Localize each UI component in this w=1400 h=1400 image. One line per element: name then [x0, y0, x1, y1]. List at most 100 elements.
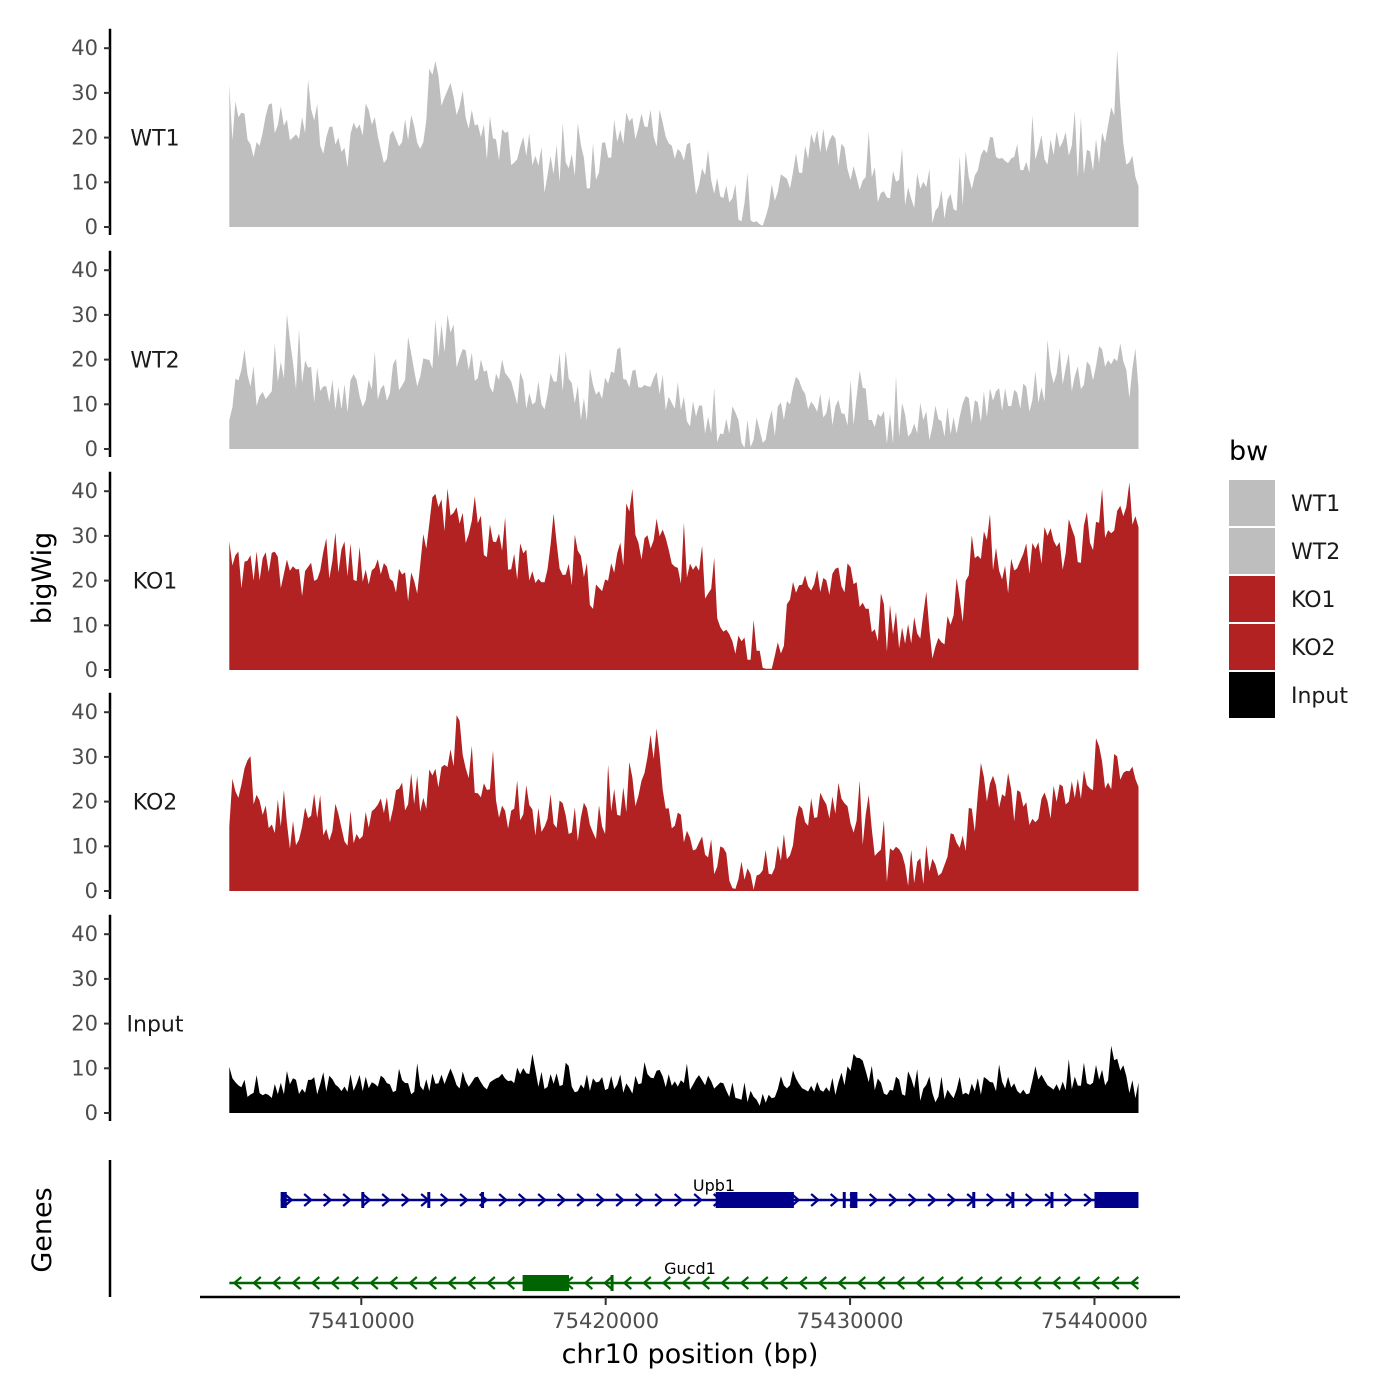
strand-arrow	[1012, 1276, 1023, 1290]
y-tick-label: 30	[71, 745, 98, 769]
track-label: KO2	[133, 791, 178, 816]
strand-arrow	[583, 1276, 594, 1290]
strand-arrow	[388, 1276, 399, 1290]
strand-arrow	[447, 1276, 457, 1290]
gene-label: Gucd1	[664, 1259, 716, 1278]
gene-exon	[972, 1192, 976, 1208]
track-label: WT1	[130, 127, 179, 152]
gene-label: Upb1	[693, 1176, 735, 1195]
strand-arrow	[907, 1193, 918, 1207]
strand-arrow	[342, 1193, 352, 1207]
track-input: 0 10 20 30 40 Input	[71, 914, 1139, 1125]
legend-title: bw	[1229, 436, 1268, 467]
genes-panel: Upb1 Gucd1	[108, 1160, 1140, 1297]
legend-label: KO1	[1291, 588, 1336, 613]
strand-arrow	[856, 1276, 867, 1290]
strand-arrow	[946, 1193, 957, 1207]
signal-area-wt2	[229, 314, 1139, 449]
legend-label: KO2	[1291, 636, 1336, 661]
strand-arrow	[283, 1193, 294, 1207]
strand-arrow	[778, 1276, 789, 1290]
y-tick-label: 0	[85, 215, 98, 239]
y-tick-label: 30	[71, 967, 98, 991]
strand-arrow	[310, 1276, 321, 1290]
strand-arrow	[700, 1276, 711, 1290]
strand-arrow	[517, 1193, 528, 1207]
legend-swatch-ko1	[1229, 576, 1275, 622]
track-wt2: 0 10 20 30 40 WT2	[71, 250, 1139, 461]
strand-arrow	[810, 1193, 820, 1207]
strand-arrow	[271, 1276, 282, 1290]
strand-arrow	[673, 1193, 684, 1207]
strand-arrow	[1110, 1276, 1120, 1290]
strand-arrow	[1063, 1193, 1074, 1207]
strand-arrow	[1129, 1276, 1140, 1290]
legend-label: WT2	[1291, 540, 1340, 565]
gene-exon	[1050, 1192, 1054, 1208]
strand-arrow	[232, 1276, 243, 1290]
gene-exon	[850, 1192, 858, 1208]
y-tick-label: 10	[71, 170, 98, 194]
gene-exon	[610, 1275, 614, 1291]
strand-arrow	[349, 1276, 360, 1290]
signal-area-wt1	[229, 50, 1139, 227]
strand-arrow	[322, 1193, 333, 1207]
strand-arrow	[486, 1276, 496, 1290]
legend-swatch-wt2	[1229, 528, 1275, 574]
strand-arrow	[681, 1276, 691, 1290]
y-tick-label: 0	[85, 1101, 98, 1125]
strand-arrow	[759, 1276, 769, 1290]
y-tick-label: 40	[71, 700, 98, 724]
strand-arrow	[252, 1276, 262, 1290]
strand-arrow	[615, 1193, 625, 1207]
y-tick-label: 20	[71, 790, 98, 814]
strand-arrow	[993, 1276, 1003, 1290]
signal-area-ko1	[229, 482, 1139, 670]
strand-arrow	[603, 1276, 613, 1290]
gene-gucd1: Gucd1	[229, 1259, 1140, 1291]
strand-arrow	[505, 1276, 516, 1290]
signal-area-input	[229, 1045, 1139, 1113]
gene-exon	[1094, 1192, 1139, 1208]
track-label: KO1	[133, 570, 178, 595]
y-tick-label: 10	[71, 1056, 98, 1080]
gene-exon	[427, 1192, 431, 1208]
strand-arrow	[829, 1193, 840, 1207]
strand-arrow	[895, 1276, 906, 1290]
gene-exon	[280, 1192, 287, 1208]
strand-arrow	[537, 1193, 547, 1207]
legend-label: Input	[1291, 684, 1348, 709]
strand-arrow	[459, 1193, 469, 1207]
gene-upb1: Upb1	[280, 1176, 1139, 1208]
strand-arrow	[973, 1276, 984, 1290]
legend-swatch-ko2	[1229, 624, 1275, 670]
strand-arrow	[876, 1276, 886, 1290]
strand-arrow	[954, 1276, 964, 1290]
y-tick-label: 30	[71, 303, 98, 327]
y-tick-label: 30	[71, 524, 98, 548]
genes-axis-title: Genes	[27, 1187, 58, 1272]
gene-exon	[842, 1192, 846, 1208]
strand-arrow	[1051, 1276, 1062, 1290]
gene-exon	[715, 1192, 794, 1208]
y-tick-label: 20	[71, 569, 98, 593]
strand-arrow	[1090, 1276, 1101, 1290]
strand-arrow	[654, 1193, 664, 1207]
y-tick-label: 0	[85, 879, 98, 903]
track-label: Input	[127, 1013, 184, 1038]
strand-arrow	[303, 1193, 313, 1207]
strand-arrow	[1071, 1276, 1081, 1290]
strand-arrow	[369, 1276, 379, 1290]
x-axis-title: chr10 position (bp)	[562, 1339, 819, 1370]
strand-arrow	[661, 1276, 672, 1290]
strand-arrow	[427, 1276, 438, 1290]
legend-label: WT1	[1291, 492, 1340, 517]
y-tick-label: 0	[85, 658, 98, 682]
strand-arrow	[576, 1193, 586, 1207]
gene-exon	[1011, 1192, 1015, 1208]
strand-arrow	[408, 1276, 418, 1290]
x-axis: 75410000 75420000 75430000 75440000	[200, 1295, 1180, 1333]
signal-area-ko2	[229, 715, 1139, 891]
strand-arrow	[642, 1276, 652, 1290]
strand-arrow	[622, 1276, 633, 1290]
